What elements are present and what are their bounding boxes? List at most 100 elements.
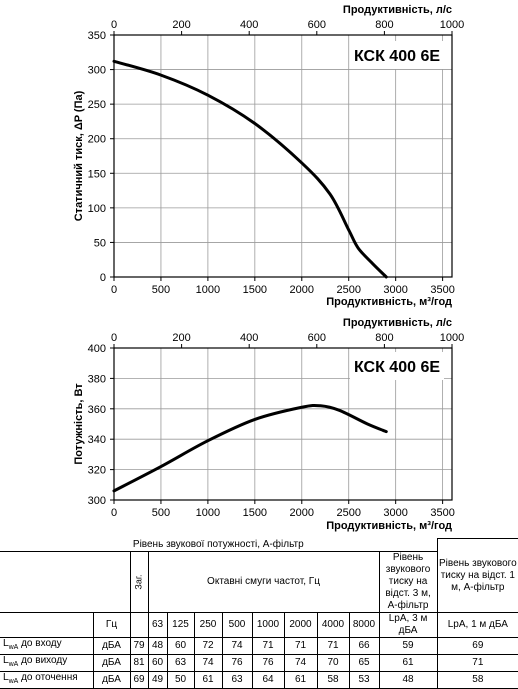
value-cell: 71 — [316, 637, 350, 655]
value-cell: 60 — [166, 637, 195, 655]
value-cell: 76 — [221, 654, 253, 672]
model-label-box — [350, 352, 444, 380]
model-label: КСК 400 6Е — [354, 48, 440, 65]
x-tick-label: 500 — [152, 507, 170, 519]
x-tick-label: 2500 — [336, 507, 360, 519]
row-label: LwA до входу — [0, 637, 94, 655]
x2-tick-label: 800 — [375, 19, 393, 31]
y-tick-label: 250 — [88, 99, 106, 111]
row-label: LwA до оточення — [0, 671, 94, 689]
bottom-axis-ticks: 0 500 1000 1500 2000 2500 3000 3500 — [111, 500, 455, 519]
total-cell: 69 — [129, 671, 149, 689]
value-cell: 70 — [316, 654, 350, 672]
octave-header: Октавні смуги частот, Гц — [147, 551, 380, 613]
lpa1-cell: 71 — [436, 654, 518, 672]
value-cell: 63 — [166, 654, 195, 672]
sound-power-header: Рівень звукової потужності, А-фільтр — [0, 538, 438, 552]
hz-unit: Гц — [92, 612, 131, 638]
lpa3-cell: 59 — [378, 637, 438, 655]
value-cell: 72 — [193, 637, 223, 655]
unit-cell: дБА — [92, 671, 131, 689]
y-tick-label: 100 — [88, 203, 106, 215]
x2-tick-label: 1000 — [440, 19, 464, 31]
x2-tick-label: 200 — [172, 19, 190, 31]
empty-cell — [129, 612, 149, 638]
bottom-axis-label: Продуктивність, м³/год — [326, 520, 452, 532]
x2-tick-label: 600 — [308, 332, 326, 344]
x-tick-label: 3500 — [430, 507, 454, 519]
value-cell: 66 — [348, 637, 380, 655]
unit-cell: дБА — [92, 637, 131, 655]
y-tick-label: 300 — [88, 65, 106, 77]
freq-header: 500 — [221, 612, 253, 638]
x-tick-label: 0 — [111, 507, 117, 519]
y-tick-label: 200 — [88, 134, 106, 146]
table-row: LwA до оточення дБА 69 49 50 61 63 64 61… — [0, 671, 518, 689]
value-cell: 60 — [147, 654, 168, 672]
x-tick-label: 3000 — [383, 284, 407, 296]
lpa3-header: Рівень звукового тиску на відст. 3 м, А-… — [378, 551, 438, 613]
x-tick-label: 1500 — [243, 507, 267, 519]
lpa3-cell: 48 — [378, 671, 438, 689]
freq-header: 250 — [193, 612, 223, 638]
total-header-text: Заг. — [133, 574, 144, 590]
fan-curves: Продуктивність, л/с 0 200 400 600 800 1000 05… — [73, 4, 464, 532]
x-tick-label: 2000 — [290, 507, 314, 519]
value-cell: 71 — [283, 637, 318, 655]
y-axis-label: Потужність, Вт — [73, 383, 85, 465]
bottom-axis-label: Продуктивність, м³/год — [326, 296, 452, 308]
x-tick-label: 500 — [152, 284, 170, 296]
grid — [113, 34, 452, 278]
unit-cell: дБА — [92, 654, 131, 672]
y-axis-ticks: 0 50 100 150 200 250 300 350 — [88, 30, 114, 284]
row-label: LwA до виходу — [0, 654, 94, 672]
lpa1-header: Рівень звукового тиску на відст. 1 м, А-… — [436, 538, 518, 613]
top-axis-label: Продуктивність, л/с — [343, 317, 452, 329]
x2-tick-label: 800 — [375, 332, 393, 344]
lpa1-cell: 58 — [436, 671, 518, 689]
power-curve — [112, 403, 388, 493]
total-cell: 81 — [129, 654, 149, 672]
x2-tick-label: 400 — [240, 19, 258, 31]
x2-tick-label: 0 — [111, 19, 117, 31]
freq-header: 2000 — [283, 612, 318, 638]
y-tick-label: 300 — [88, 495, 106, 507]
x-tick-label: 1000 — [196, 507, 220, 519]
x2-tick-label: 200 — [172, 332, 190, 344]
sound-level-table: Рівень звукової потужності, А-фільтр Рів… — [0, 538, 518, 689]
value-cell: 53 — [348, 671, 380, 689]
freq-header: 4000 — [316, 612, 350, 638]
bottom-axis-ticks: 0 500 1000 1500 2000 2500 3000 3500 — [111, 277, 455, 296]
x2-tick-label: 600 — [308, 19, 326, 31]
value-cell: 61 — [193, 671, 223, 689]
x-tick-label: 3000 — [383, 507, 407, 519]
total-cell: 79 — [129, 637, 149, 655]
freq-header: 63 — [147, 612, 168, 638]
y-tick-label: 340 — [88, 434, 106, 446]
value-cell: 63 — [221, 671, 253, 689]
y-tick-label: 400 — [88, 343, 106, 355]
top-axis-ticks: 0 200 400 600 800 1000 — [111, 332, 464, 348]
x2-tick-label: 400 — [240, 332, 258, 344]
power-chart: Продуктивність, л/с 0 200 400 600 800 1000 30… — [73, 317, 464, 532]
lpa3-cell: 61 — [378, 654, 438, 672]
y-tick-label: 360 — [88, 404, 106, 416]
y-tick-label: 150 — [88, 168, 106, 180]
y-tick-label: 50 — [94, 237, 106, 249]
value-cell: 64 — [251, 671, 285, 689]
value-cell: 49 — [147, 671, 168, 689]
lpa3-col: LpA, 3 м дБА — [378, 612, 438, 638]
y-axis-label: Статичний тиск, ΔP (Па) — [73, 90, 85, 221]
x-tick-label: 1500 — [243, 284, 267, 296]
model-label-box — [350, 41, 444, 69]
x-tick-label: 2500 — [336, 284, 360, 296]
empty-corner — [0, 551, 131, 613]
model-label: КСК 400 6Е — [354, 359, 440, 376]
y-tick-label: 380 — [88, 373, 106, 385]
value-cell: 61 — [283, 671, 318, 689]
freq-header: 8000 — [348, 612, 380, 638]
x-tick-label: 0 — [111, 284, 117, 296]
x-tick-label: 2000 — [290, 284, 314, 296]
value-cell: 48 — [147, 637, 168, 655]
pressure-curve — [112, 59, 388, 279]
